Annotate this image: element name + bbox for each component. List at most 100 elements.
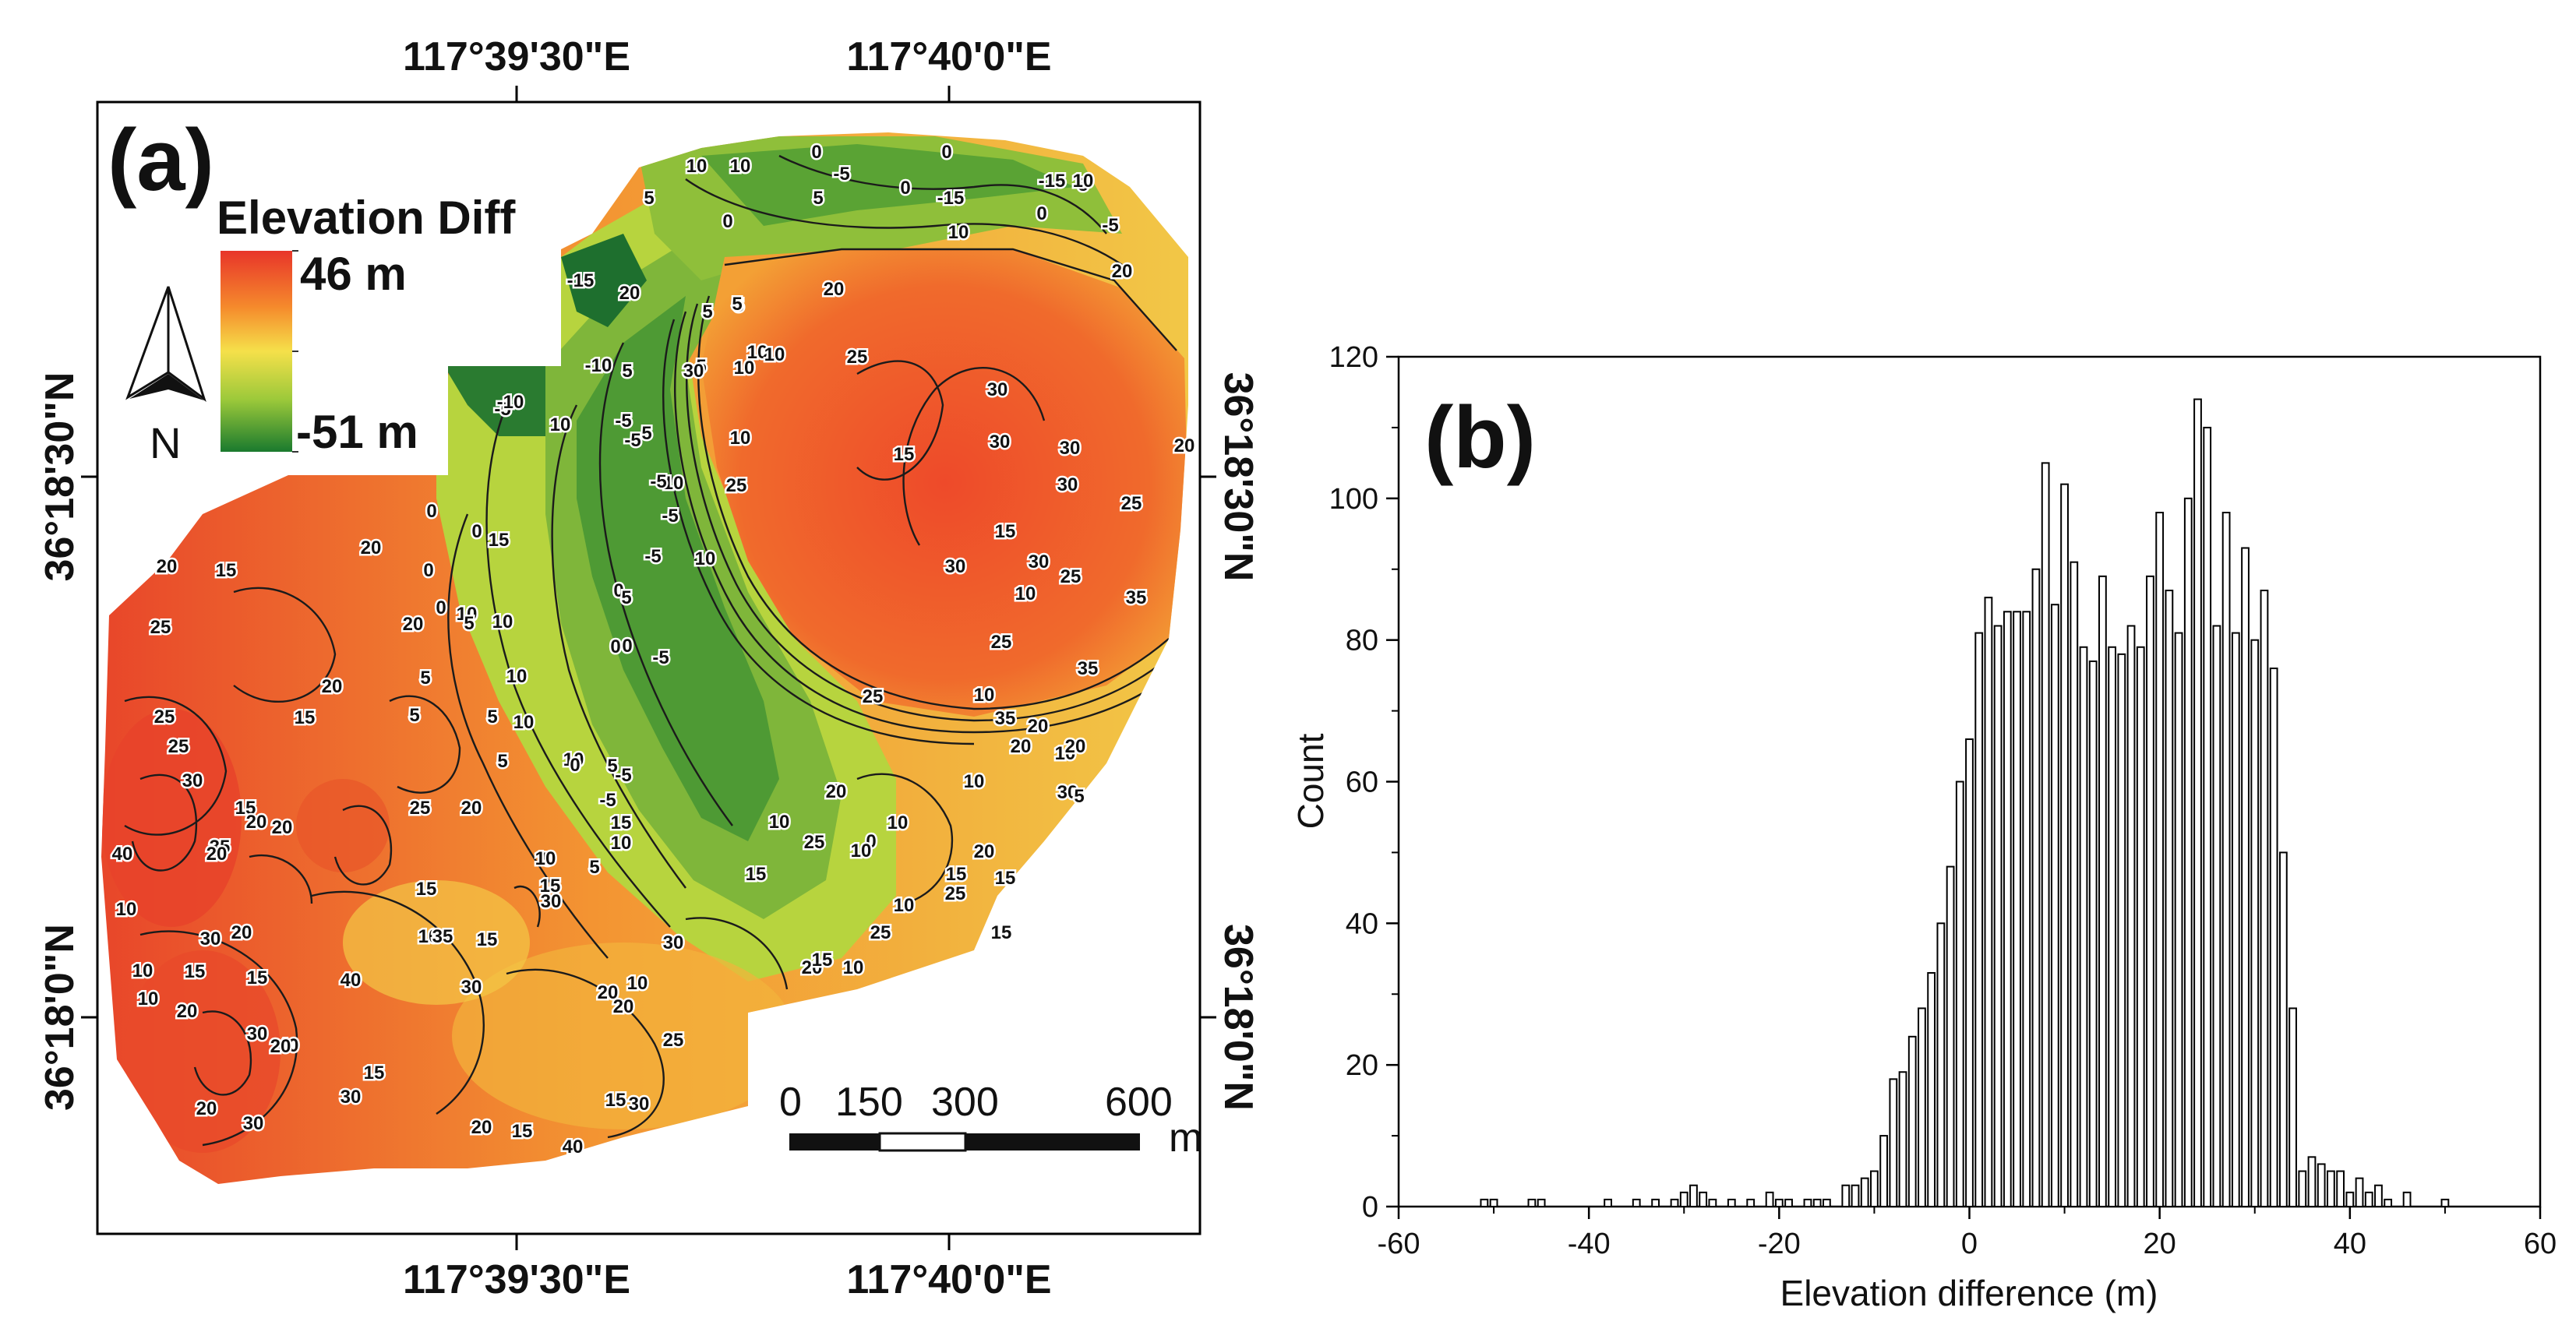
histogram-bar	[2307, 1156, 2317, 1207]
contour-label: 15	[416, 879, 437, 900]
histogram-bar	[2221, 512, 2231, 1207]
histogram-bar	[1480, 1198, 1489, 1208]
contour-label: 30	[683, 361, 704, 382]
contour-label: 20	[824, 279, 845, 300]
y-tick-label: 100	[1329, 483, 1378, 516]
contour-label: 20	[1112, 261, 1133, 282]
histogram-bar	[2174, 632, 2183, 1207]
contour-label: 5	[589, 857, 599, 878]
contour-label: 15	[185, 961, 206, 982]
histogram-bar	[1784, 1198, 1793, 1208]
bottom-lon-label-1: 117°39'30"E	[403, 1257, 630, 1302]
contour-label: 25	[410, 798, 431, 819]
histogram-bar	[2193, 398, 2202, 1207]
y-tick-label: 60	[1346, 766, 1378, 799]
histogram-bar	[2013, 611, 2021, 1207]
contour-label: 20	[206, 844, 228, 865]
histogram-bar	[2203, 426, 2212, 1207]
histogram-panel: -60 -40 -20 0 20 40 60 0 20 40 60 80 100 120 (b) Elev…	[1290, 341, 2557, 1313]
x-tick-label: -20	[1758, 1228, 1801, 1260]
y-tick-label: 120	[1329, 341, 1378, 374]
contour-label: 0	[610, 636, 620, 657]
contour-label: 25	[663, 1030, 684, 1051]
histogram-bar	[1955, 780, 1964, 1207]
contour-label: 30	[945, 556, 966, 577]
contour-label: 0	[423, 560, 433, 581]
contour-label: 25	[863, 686, 884, 707]
contour-label: 10	[492, 611, 513, 633]
scale-tick-150: 150	[835, 1080, 903, 1125]
contour-label: 5	[1074, 786, 1084, 807]
contour-label: 35	[1078, 658, 1099, 679]
scale-bar: 0 150 300 600 m	[779, 1080, 1202, 1161]
histogram-bar	[2336, 1170, 2345, 1208]
histogram-bar	[2384, 1198, 2393, 1208]
histogram-bar	[1879, 1135, 1889, 1207]
contour-label: 10	[1055, 743, 1076, 764]
contour-label: 15	[489, 530, 510, 551]
histogram-bar	[2108, 646, 2117, 1207]
histogram-bar	[1927, 971, 1936, 1207]
histogram-bar	[2317, 1163, 2326, 1207]
histogram-bar	[1727, 1198, 1736, 1208]
contour-label: -15	[1039, 171, 1066, 192]
contour-label: 15	[611, 812, 632, 833]
contour-label: 10	[851, 840, 872, 862]
histogram-bar	[1860, 1177, 1869, 1208]
contour-label: 5	[828, 780, 838, 802]
contour-label: 30	[461, 977, 482, 998]
contour-label: 20	[598, 982, 619, 1003]
contour-label: 5	[409, 705, 419, 726]
histogram-bar	[2070, 561, 2079, 1207]
contour-label: 35	[210, 837, 231, 858]
contour-label: 20	[1011, 736, 1032, 757]
contour-label: 30	[182, 770, 203, 791]
histogram-axes: -60 -40 -20 0 20 40 60 0 20 40 60 80 100 120	[1329, 341, 2557, 1260]
histogram-bar	[2041, 462, 2050, 1208]
contour-label: 10	[116, 899, 137, 920]
contour-label: 25	[150, 617, 171, 638]
histogram-bar	[1679, 1191, 1689, 1207]
y-tick-label: 0	[1362, 1191, 1378, 1224]
right-lat-label-2: 36°18'0"N	[1216, 924, 1261, 1111]
histogram-bar	[2079, 646, 2088, 1207]
contour-label: -5	[599, 790, 616, 811]
contour-label: 0	[941, 142, 951, 163]
contour-label: 30	[1057, 474, 1078, 495]
contour-label: 15	[216, 560, 237, 581]
contour-label: 0	[622, 636, 632, 657]
contour-label: 25	[870, 922, 891, 943]
contour-label: 0	[722, 211, 732, 232]
contour-label: 10	[627, 973, 648, 994]
x-axis-label: Elevation difference (m)	[1780, 1273, 2158, 1313]
contour-label: -5	[833, 164, 849, 185]
contour-label: 5	[733, 295, 743, 316]
histogram-bar	[2136, 646, 2145, 1207]
contour-label: 0	[613, 580, 623, 601]
histogram-bar	[2126, 625, 2136, 1207]
frame-ticks	[81, 86, 1216, 1250]
histogram-bar	[1604, 1198, 1612, 1208]
contour-label: 0	[811, 142, 821, 163]
contour-label: 25	[168, 736, 189, 757]
contour-label: 25	[804, 832, 825, 853]
contour-label: -5	[662, 506, 678, 527]
contour-label: 0	[866, 831, 876, 852]
contour-label: 25	[1060, 566, 1082, 587]
histogram-bar	[1803, 1198, 1812, 1208]
contour-label: 30	[341, 1087, 362, 1108]
histogram-bar	[1670, 1198, 1679, 1208]
contour-label: 20	[246, 812, 267, 833]
contour-label: 10	[730, 428, 751, 449]
contour-label: 40	[278, 1035, 299, 1056]
histogram-bar	[2050, 604, 2059, 1207]
contour-label: 30	[1057, 782, 1078, 803]
contour-label: 10	[535, 848, 556, 869]
contour-label: -5	[615, 411, 631, 432]
histogram-bar	[2231, 632, 2240, 1207]
contour-label: 0	[900, 178, 910, 199]
panel-a-label: (a)	[108, 111, 214, 209]
contour-label: 30	[247, 1024, 268, 1045]
